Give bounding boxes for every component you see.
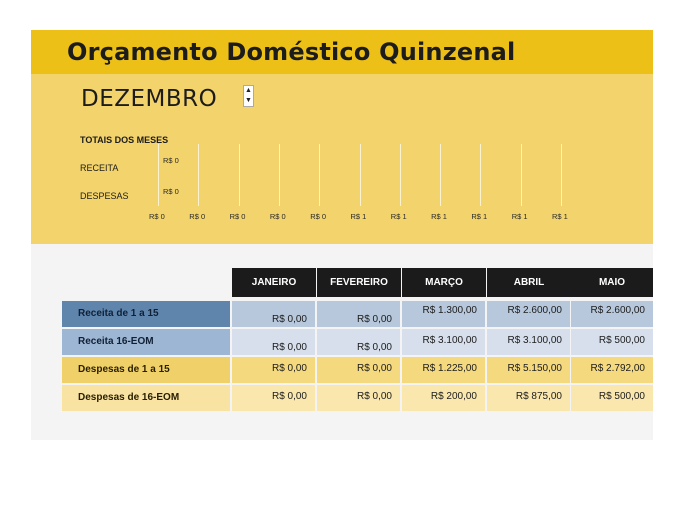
summary-panel: DEZEMBRO ▲ ▼ TOTAIS DOS MESES RECEITA DE… (31, 74, 653, 244)
chart-gridline (278, 144, 280, 206)
column-header: JANEIRO (232, 268, 316, 297)
axis-tick-label: R$ 1 (431, 212, 447, 221)
chart-heading: TOTAIS DOS MESES (80, 135, 169, 145)
table-cell[interactable]: R$ 2.600,00 (571, 301, 653, 327)
row-label: Receita de 1 a 15 (62, 301, 230, 327)
column-header: MAIO (571, 268, 653, 297)
table-cell[interactable]: R$ 200,00 (402, 385, 485, 411)
row-label: Receita 16-EOM (62, 329, 230, 355)
month-value: DEZEMBRO (81, 86, 218, 112)
despesas-bar-label: R$ 0 (163, 187, 179, 196)
table-cell[interactable]: R$ 0,00 (232, 301, 315, 327)
chart-gridline (359, 144, 361, 206)
table-cell[interactable]: R$ 2.792,00 (571, 357, 653, 383)
table-cell[interactable]: R$ 875,00 (487, 385, 570, 411)
axis-tick-label: R$ 1 (390, 212, 407, 221)
axis-tick-label: R$ 0 (149, 212, 165, 221)
table-cell[interactable]: R$ 0,00 (317, 385, 400, 411)
chart-gridline (399, 144, 401, 206)
row-label-receita: RECEITA (80, 163, 119, 173)
table-cell[interactable]: R$ 2.600,00 (487, 301, 570, 327)
chart-gridline (440, 144, 442, 206)
column-header: FEVEREIRO (317, 268, 401, 297)
spin-down-icon[interactable]: ▼ (245, 97, 252, 104)
column-header: ABRIL (487, 268, 571, 297)
axis-tick-label: R$ 1 (471, 212, 488, 221)
axis-tick-label: R$ 0 (269, 212, 286, 221)
row-label: Despesas de 16-EOM (62, 385, 230, 411)
axis-tick-label: R$ 1 (511, 212, 528, 221)
table-cell[interactable]: R$ 0,00 (317, 301, 400, 327)
chart-gridline (198, 144, 200, 206)
row-label: Despesas de 1 a 15 (62, 357, 230, 383)
row-label-despesas: DESPESAS (80, 191, 129, 201)
table-cell[interactable]: R$ 0,00 (232, 385, 315, 411)
table-cell[interactable]: R$ 1.225,00 (402, 357, 485, 383)
chart-gridline (520, 144, 522, 206)
axis-tick-label: R$ 0 (189, 212, 206, 221)
chart-gridline (319, 144, 321, 206)
spin-up-icon[interactable]: ▲ (245, 87, 252, 94)
chart-gridline (480, 144, 482, 206)
receita-bar-label: R$ 0 (163, 156, 179, 165)
chart-gridline (238, 144, 240, 206)
column-header: MARÇO (402, 268, 486, 297)
table-cell[interactable]: R$ 500,00 (571, 329, 653, 355)
title-bar: Orçamento Doméstico Quinzenal (31, 30, 653, 74)
axis-tick-label: R$ 0 (310, 212, 327, 221)
axis-tick-label: R$ 0 (229, 212, 246, 221)
table-cell[interactable]: R$ 500,00 (571, 385, 653, 411)
chart-gridline (158, 144, 159, 206)
table-cell[interactable]: R$ 0,00 (317, 329, 400, 355)
table-cell[interactable]: R$ 5.150,00 (487, 357, 570, 383)
page-title: Orçamento Doméstico Quinzenal (67, 38, 516, 66)
axis-tick-label: R$ 1 (350, 212, 367, 221)
table-cell[interactable]: R$ 0,00 (232, 329, 315, 355)
table-cell[interactable]: R$ 0,00 (232, 357, 315, 383)
table-cell[interactable]: R$ 0,00 (317, 357, 400, 383)
chart-gridline (561, 144, 562, 206)
table-cell[interactable]: R$ 3.100,00 (487, 329, 570, 355)
table-cell[interactable]: R$ 3.100,00 (402, 329, 485, 355)
axis-tick-label: R$ 1 (552, 212, 568, 221)
table-cell[interactable]: R$ 1.300,00 (402, 301, 485, 327)
month-spinner[interactable]: ▲ ▼ (243, 85, 254, 107)
